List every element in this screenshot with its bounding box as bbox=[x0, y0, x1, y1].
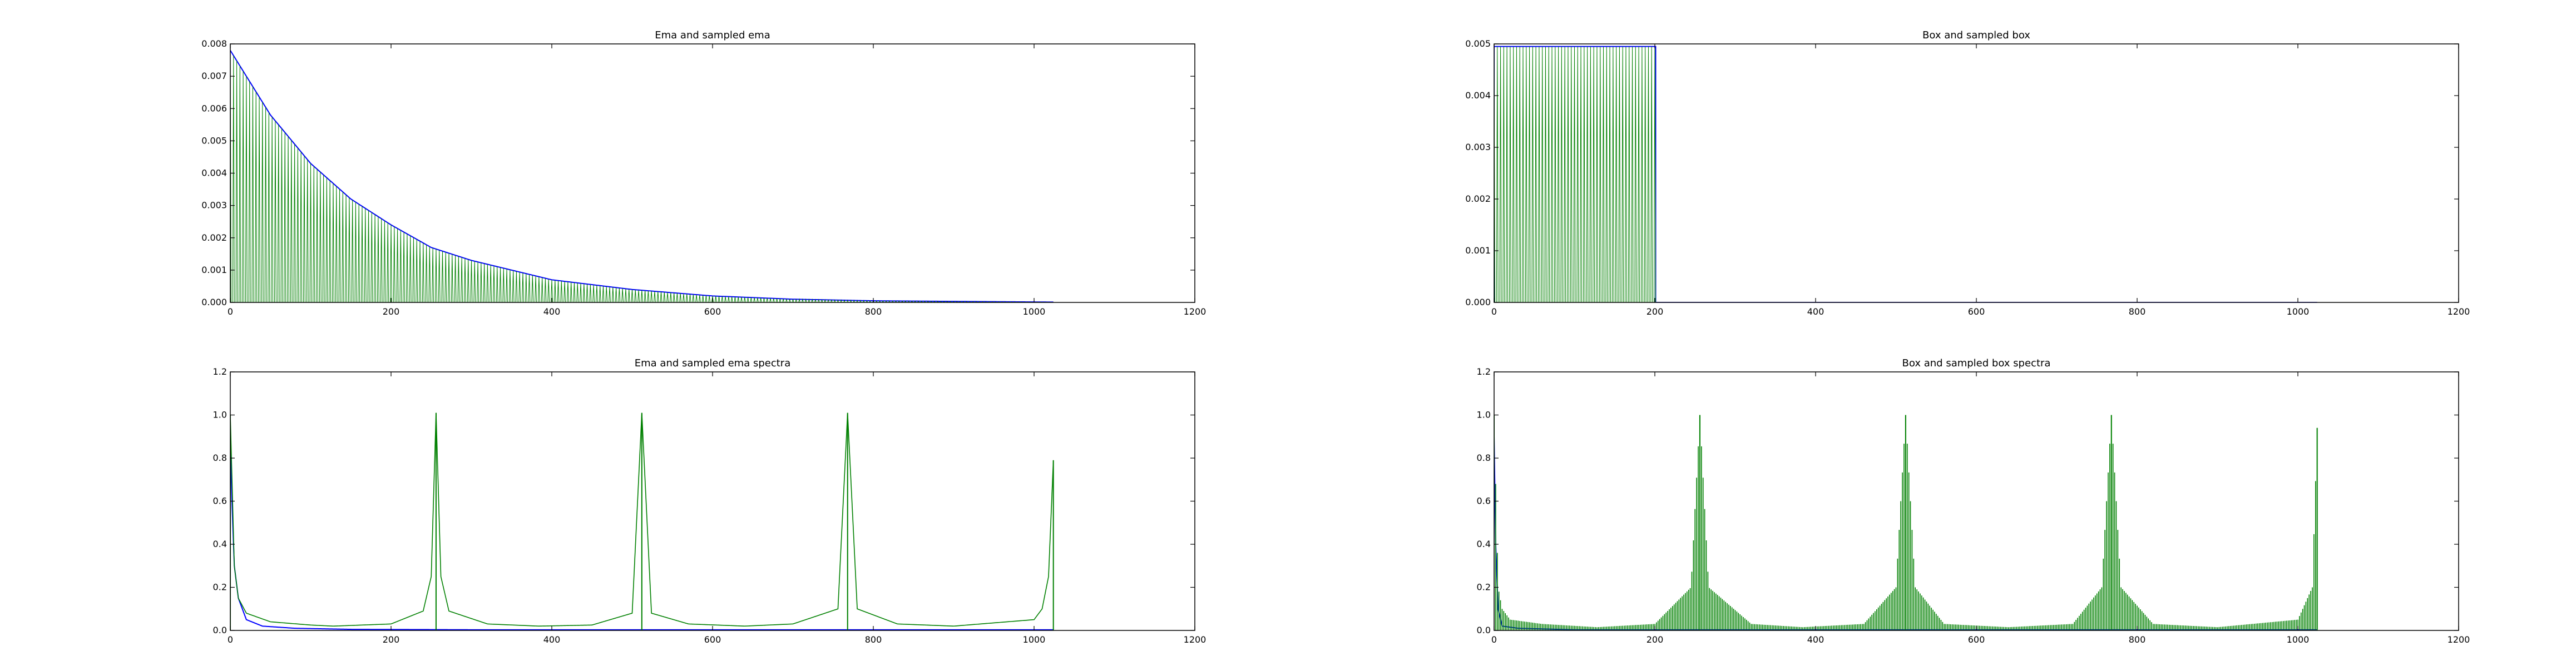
x-tick-label: 0 bbox=[228, 306, 233, 317]
series-sampled bbox=[1494, 46, 2317, 302]
chart-title: Ema and sampled ema bbox=[655, 29, 770, 41]
x-tick-label: 1200 bbox=[2448, 306, 2470, 317]
chart-ema_spectra: Ema and sampled ema spectra 0 200 400 600 800… bbox=[213, 357, 1207, 645]
x-tick-label: 1200 bbox=[1184, 306, 1207, 317]
series-continuous bbox=[230, 50, 1054, 302]
y-tick-label: 0.006 bbox=[201, 103, 227, 113]
chart-title: Box and sampled box spectra bbox=[1902, 357, 2051, 369]
y-tick-label: 0.007 bbox=[201, 71, 227, 81]
sampled-line bbox=[230, 50, 1054, 302]
x-tick-label: 400 bbox=[543, 306, 561, 317]
plot-area bbox=[230, 412, 1054, 630]
chart-title: Ema and sampled ema spectra bbox=[635, 357, 790, 369]
x-tick-label: 1000 bbox=[1023, 634, 1046, 645]
x-tick-label: 800 bbox=[2129, 634, 2146, 645]
x-tick-label: 1200 bbox=[1184, 634, 1207, 645]
series-sampled bbox=[1494, 415, 2318, 630]
axes-frame bbox=[230, 371, 1195, 631]
plot-area bbox=[1494, 415, 2318, 630]
y-tick-label: 0.6 bbox=[1477, 496, 1491, 506]
y-tick-label: 0.4 bbox=[1477, 539, 1491, 549]
x-tick-label: 400 bbox=[1807, 634, 1825, 645]
series-sampled bbox=[230, 412, 1054, 630]
y-tick-label: 0.001 bbox=[201, 265, 227, 275]
x-tick-label: 600 bbox=[704, 634, 721, 645]
x-tick-label: 800 bbox=[865, 306, 882, 317]
x-tick-label: 0 bbox=[1491, 306, 1497, 317]
x-tick-label: 600 bbox=[1968, 634, 1985, 645]
y-tick-label: 0.000 bbox=[201, 297, 227, 307]
x-tick-label: 1000 bbox=[2287, 306, 2310, 317]
y-tick-label: 1.0 bbox=[1477, 410, 1491, 420]
x-tick-label: 1000 bbox=[1023, 306, 1046, 317]
y-tick-label: 0.008 bbox=[201, 38, 227, 49]
chart-ema: Ema and sampled ema 0 200 400 600 800 1000 1200… bbox=[201, 29, 1206, 317]
y-tick-label: 0.000 bbox=[1465, 297, 1491, 307]
x-tick-label: 800 bbox=[2129, 306, 2146, 317]
continuous-line bbox=[1494, 46, 2317, 302]
chart-box_spectra: Box and sampled box spectra 0 200 400 600 800… bbox=[1477, 357, 2470, 645]
x-tick-label: 200 bbox=[383, 306, 400, 317]
y-tick-label: 0.004 bbox=[1465, 90, 1491, 101]
x-tick-label: 0 bbox=[228, 634, 233, 645]
y-tick-label: 0.001 bbox=[1465, 245, 1491, 256]
y-tick-label: 0.005 bbox=[1465, 38, 1491, 49]
y-tick-label: 0.002 bbox=[201, 232, 227, 243]
y-tick-label: 0.003 bbox=[1465, 142, 1491, 152]
sampled-spectrum bbox=[1494, 415, 2318, 630]
x-tick-label: 400 bbox=[543, 634, 561, 645]
x-tick-label: 200 bbox=[1647, 306, 1664, 317]
y-tick-label: 1.0 bbox=[213, 410, 227, 420]
x-tick-label: 1000 bbox=[2287, 634, 2310, 645]
plot-area bbox=[1494, 46, 2317, 302]
y-tick-label: 0.8 bbox=[1477, 453, 1491, 463]
y-tick-label: 0.0 bbox=[213, 625, 227, 635]
series-sampled bbox=[230, 50, 1054, 302]
x-tick-label: 600 bbox=[704, 306, 721, 317]
x-tick-label: 200 bbox=[1647, 634, 1664, 645]
y-tick-label: 0.002 bbox=[1465, 193, 1491, 204]
sampled-line bbox=[1494, 46, 2317, 302]
plot-area bbox=[230, 50, 1054, 302]
y-tick-label: 0.8 bbox=[213, 453, 227, 463]
y-tick-label: 0.004 bbox=[201, 168, 227, 178]
x-tick-label: 400 bbox=[1807, 306, 1825, 317]
y-tick-label: 0.4 bbox=[213, 539, 227, 549]
y-tick-label: 0.2 bbox=[213, 582, 227, 593]
x-tick-label: 1200 bbox=[2448, 634, 2470, 645]
chart-box: Box and sampled box 0 200 400 600 800 1000 1200… bbox=[1465, 29, 2470, 317]
y-tick-label: 0.6 bbox=[213, 496, 227, 506]
x-tick-label: 200 bbox=[383, 634, 400, 645]
y-tick-label: 0.003 bbox=[201, 200, 227, 211]
axes-frame bbox=[230, 43, 1195, 303]
chart-title: Box and sampled box bbox=[1922, 29, 2030, 41]
x-tick-label: 0 bbox=[1491, 634, 1497, 645]
y-tick-label: 1.2 bbox=[213, 366, 227, 377]
series-continuous bbox=[1494, 46, 2317, 302]
y-tick-label: 0.0 bbox=[1477, 625, 1491, 635]
x-tick-label: 600 bbox=[1968, 306, 1985, 317]
y-tick-label: 0.2 bbox=[1477, 582, 1491, 593]
continuous-line bbox=[230, 50, 1054, 302]
y-tick-label: 0.005 bbox=[201, 135, 227, 146]
y-tick-label: 1.2 bbox=[1477, 366, 1491, 377]
x-tick-label: 800 bbox=[865, 634, 882, 645]
